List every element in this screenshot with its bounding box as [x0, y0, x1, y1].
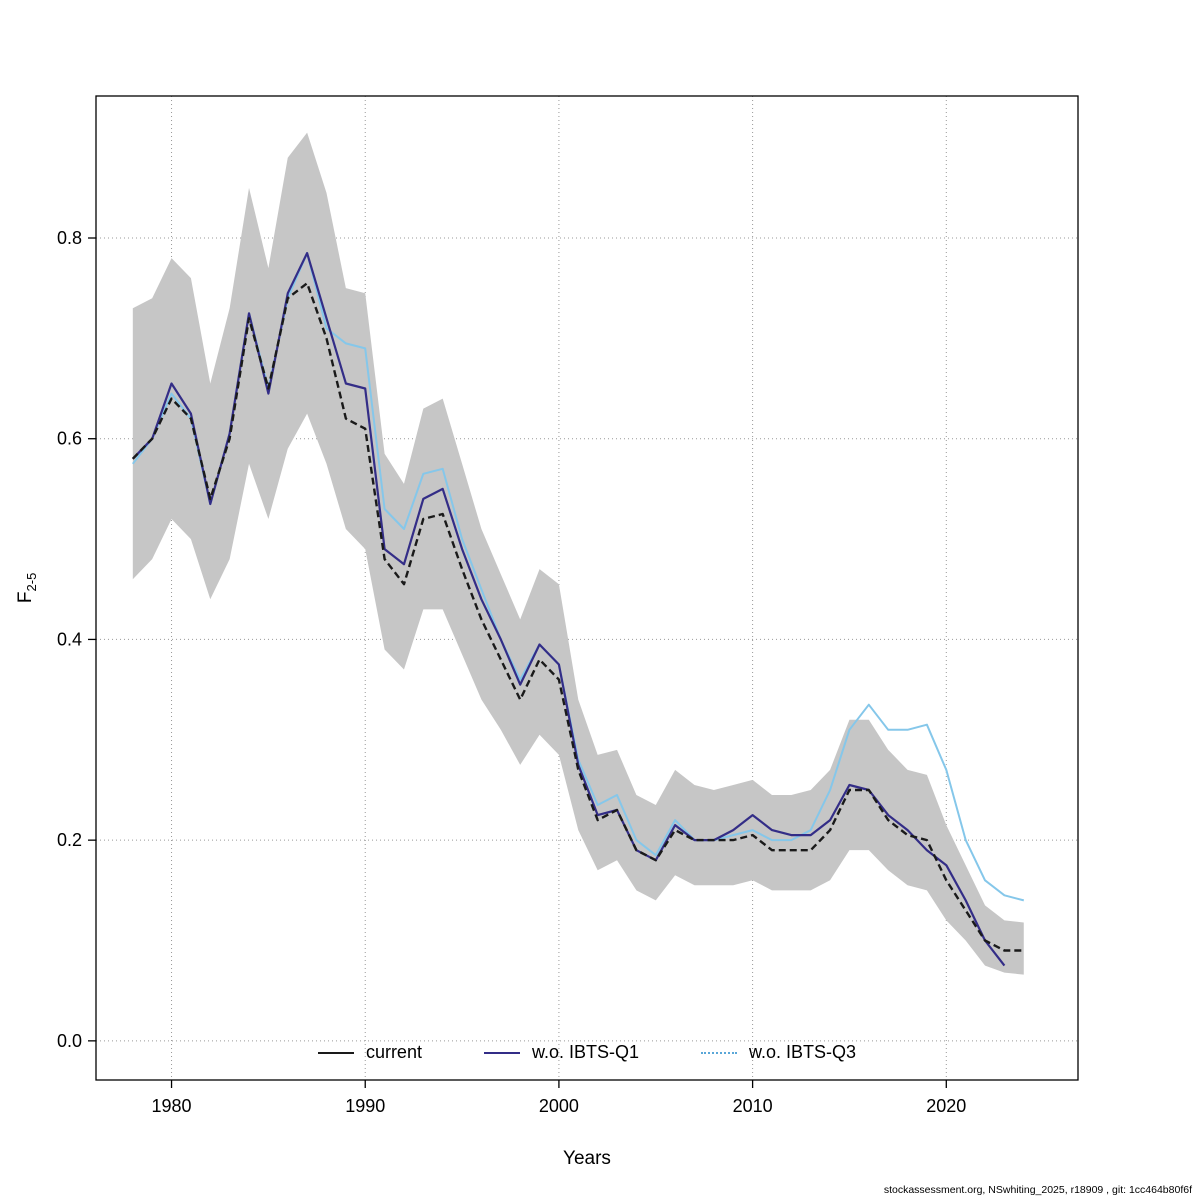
series-line-current: [131, 282, 1024, 952]
y-tick-label: 0.0: [57, 1031, 82, 1051]
x-axis-label: Years: [563, 1148, 611, 1169]
confidence-band: [132, 132, 1024, 975]
legend-swatch-wo-ibts-q3: [701, 1051, 738, 1054]
x-tick-label: 1990: [345, 1096, 385, 1116]
x-tick-label: 2010: [733, 1096, 773, 1116]
legend-label-wo-ibts-q1: w.o. IBTS-Q1: [531, 1042, 640, 1062]
y-axis-label-sub: 2-5: [23, 572, 39, 592]
y-axis-label-main: F: [15, 591, 37, 604]
legend-swatch-wo-ibts-q1: [483, 1051, 520, 1054]
y-axis-label: F2-5: [15, 523, 39, 653]
y-tick-label: 0.8: [57, 228, 82, 248]
y-tick-label: 0.2: [57, 830, 82, 850]
y-tick-label: 0.4: [57, 629, 82, 649]
legend-item-current: current: [317, 1042, 422, 1063]
x-tick-label: 2000: [539, 1096, 579, 1116]
y-tick-label: 0.6: [57, 429, 82, 449]
legend-swatch-current: [317, 1051, 354, 1054]
plot-box: [95, 95, 1079, 1081]
legend-item-wo-ibts-q3: w.o. IBTS-Q3: [701, 1042, 856, 1063]
footer-citation: stockassessment.org, NSwhiting_2025, r18…: [883, 1184, 1192, 1196]
x-tick-label: 1980: [152, 1096, 192, 1116]
x-tick-label: 2020: [926, 1096, 966, 1116]
legend-item-wo-ibts-q1: w.o. IBTS-Q1: [483, 1042, 640, 1063]
legend: current w.o. IBTS-Q1 w.o. IBTS-Q3: [96, 1042, 1078, 1063]
legend-label-current: current: [365, 1042, 422, 1062]
legend-label-wo-ibts-q3: w.o. IBTS-Q3: [749, 1042, 857, 1062]
